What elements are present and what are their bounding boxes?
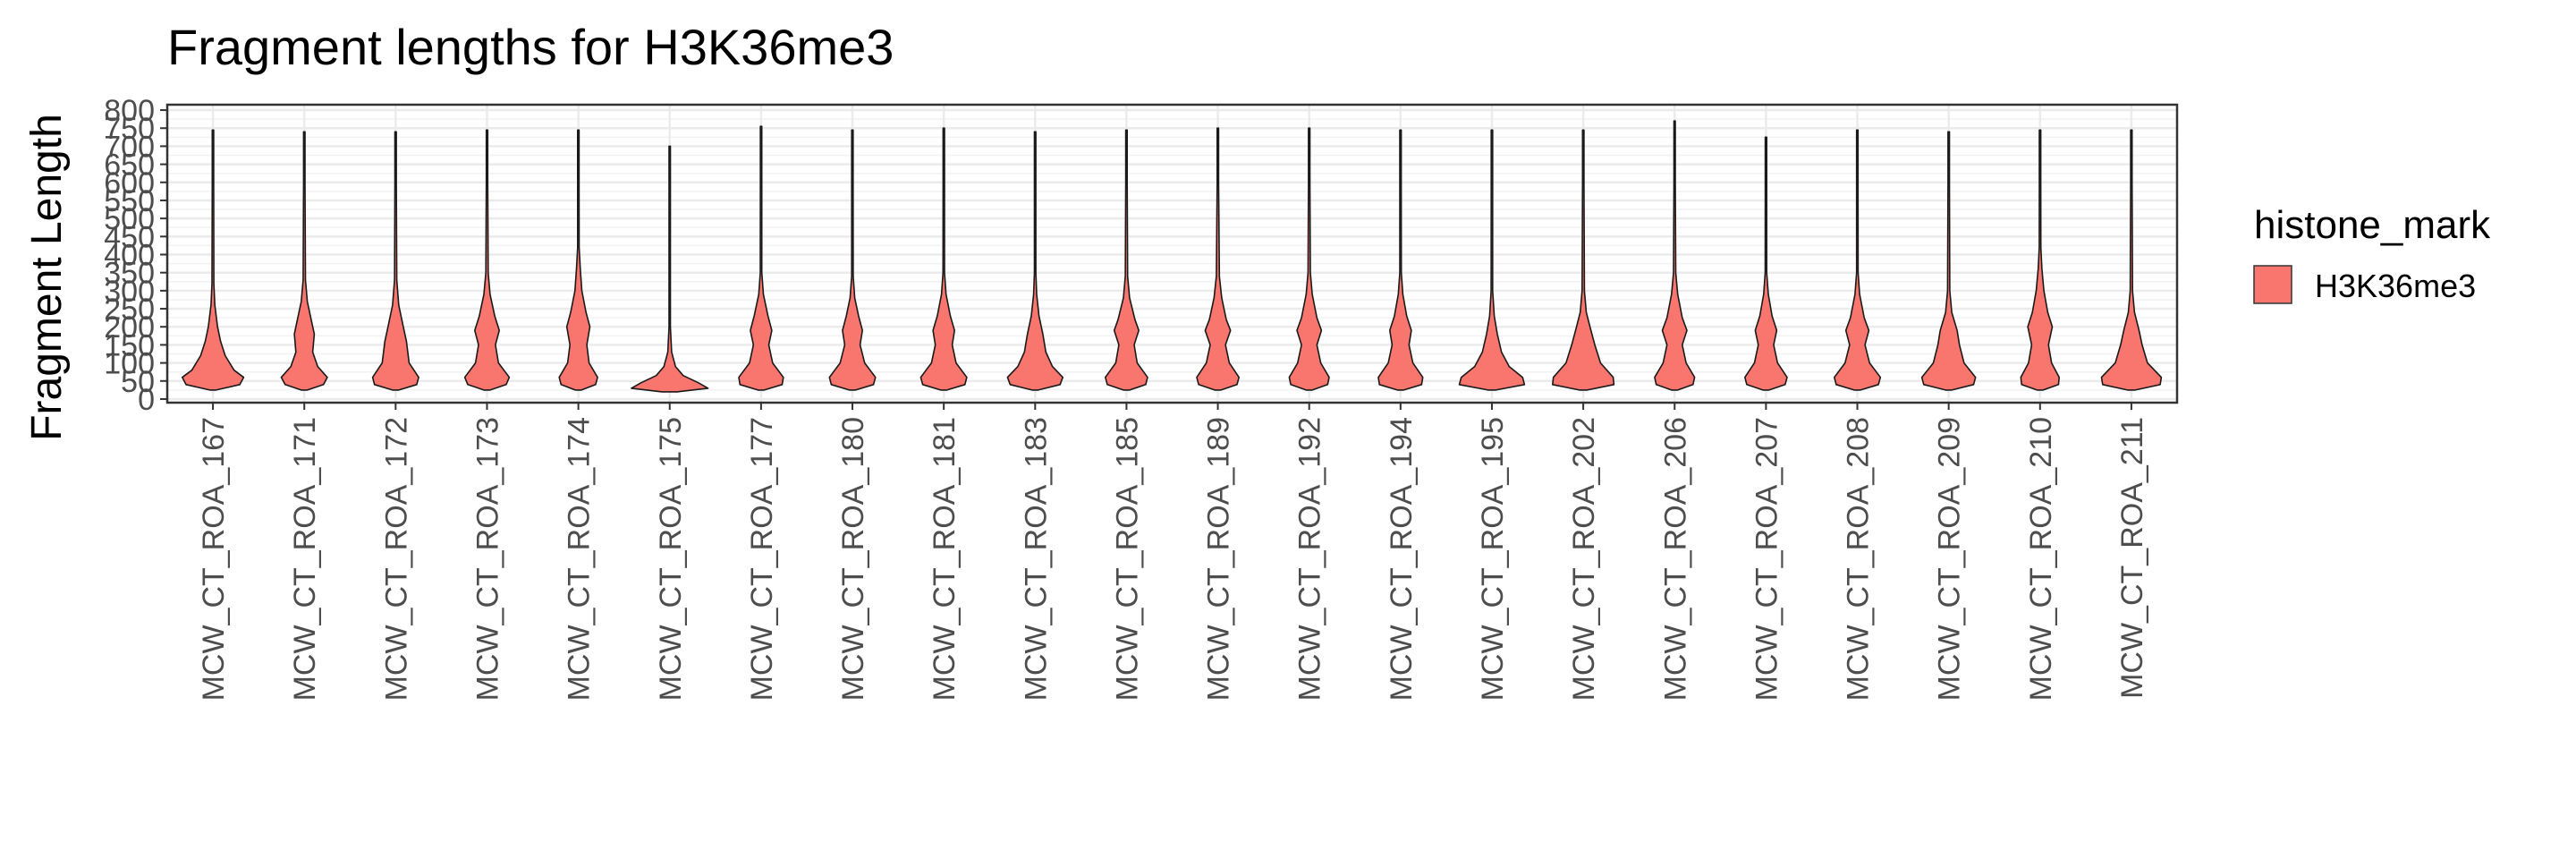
- y-tick-label: 350: [104, 257, 155, 291]
- x-tick-label: MCW_CT_ROA_210: [2024, 417, 2058, 701]
- x-tick-label: MCW_CT_ROA_174: [563, 417, 597, 701]
- violin-MCW_CT_ROA_181: [919, 127, 968, 391]
- violin-MCW_CT_ROA_202: [1552, 129, 1615, 391]
- violin-MCW_CT_ROA_211: [2100, 129, 2163, 391]
- y-tick-label: 500: [104, 202, 155, 236]
- x-tick-label: MCW_CT_ROA_175: [654, 417, 688, 701]
- x-tick-label: MCW_CT_ROA_208: [1842, 417, 1876, 701]
- x-tick-label: MCW_CT_ROA_172: [379, 417, 413, 701]
- y-axis-title: Fragment Length: [23, 114, 71, 441]
- y-tick-label: 300: [104, 275, 155, 309]
- y-tick-label: 150: [104, 328, 155, 362]
- y-tick-label: 800: [104, 94, 155, 128]
- x-tick-label: MCW_CT_ROA_202: [1567, 417, 1601, 701]
- legend-key-swatch: [2253, 265, 2292, 304]
- violin-MCW_CT_ROA_174: [558, 129, 598, 391]
- legend-label-h3k36me3: H3K36me3: [2315, 268, 2476, 304]
- chart-title: Fragment lengths for H3K36me3: [167, 19, 894, 75]
- violin-MCW_CT_ROA_210: [2020, 129, 2060, 391]
- y-tick-label: 550: [104, 184, 155, 218]
- violin-MCW_CT_ROA_192: [1288, 127, 1330, 391]
- x-tick-label: MCW_CT_ROA_211: [2115, 417, 2149, 699]
- x-tick-label: MCW_CT_ROA_180: [836, 417, 870, 701]
- violin-MCW_CT_ROA_183: [1006, 131, 1063, 391]
- y-tick-label: 450: [104, 220, 155, 254]
- violin-MCW_CT_ROA_171: [280, 131, 328, 391]
- violin-MCW_CT_ROA_175: [631, 145, 709, 393]
- y-tick-label: 250: [104, 293, 155, 327]
- y-tick-label: 400: [104, 239, 155, 273]
- x-axis: MCW_CT_ROA_167 MCW_CT_ROA_171 MCW_CT_ROA_1…: [197, 403, 2149, 701]
- x-tick-label: MCW_CT_ROA_167: [197, 417, 231, 701]
- y-tick-label: 750: [104, 112, 155, 146]
- y-tick-label: 200: [104, 310, 155, 344]
- x-tick-label: MCW_CT_ROA_177: [745, 417, 779, 701]
- violins: [182, 120, 2163, 393]
- violin-MCW_CT_ROA_189: [1196, 127, 1240, 391]
- x-tick-label: MCW_CT_ROA_183: [1019, 417, 1053, 701]
- legend-title: histone_mark: [2254, 203, 2491, 247]
- x-tick-label: MCW_CT_ROA_209: [1933, 417, 1967, 701]
- violin-MCW_CT_ROA_167: [182, 129, 245, 391]
- x-tick-label: MCW_CT_ROA_181: [928, 417, 962, 701]
- y-tick-label: 100: [104, 347, 155, 381]
- violin-MCW_CT_ROA_207: [1744, 136, 1788, 391]
- x-tick-label: MCW_CT_ROA_207: [1750, 417, 1784, 701]
- violin-MCW_CT_ROA_208: [1834, 129, 1882, 391]
- x-tick-label: MCW_CT_ROA_206: [1658, 417, 1692, 701]
- violin-MCW_CT_ROA_173: [463, 129, 511, 391]
- violin-MCW_CT_ROA_172: [371, 131, 419, 391]
- y-tick-label: 0: [138, 383, 155, 417]
- violin-MCW_CT_ROA_206: [1654, 120, 1696, 391]
- x-tick-label: MCW_CT_ROA_173: [470, 417, 504, 701]
- x-tick-label: MCW_CT_ROA_185: [1110, 417, 1144, 701]
- x-tick-label: MCW_CT_ROA_192: [1293, 417, 1327, 701]
- y-axis: 0501001502002503003504004505005506006507…: [104, 94, 167, 417]
- plot-border: [165, 103, 2179, 404]
- legend: histone_mark H3K36me3: [2253, 203, 2491, 304]
- y-tick-label: 600: [104, 166, 155, 200]
- x-tick-label: MCW_CT_ROA_195: [1476, 417, 1510, 701]
- x-tick-label: MCW_CT_ROA_189: [1202, 417, 1236, 701]
- violin-MCW_CT_ROA_180: [828, 129, 877, 391]
- violin-MCW_CT_ROA_185: [1105, 129, 1148, 391]
- y-tick-label: 700: [104, 130, 155, 164]
- violin-MCW_CT_ROA_209: [1920, 131, 1977, 391]
- grid-lines: [167, 105, 2177, 403]
- x-tick-label: MCW_CT_ROA_171: [288, 417, 322, 701]
- violin-MCW_CT_ROA_177: [738, 125, 784, 391]
- x-tick-label: MCW_CT_ROA_194: [1385, 417, 1419, 701]
- y-tick-label: 50: [121, 365, 155, 399]
- violin-MCW_CT_ROA_195: [1458, 129, 1526, 391]
- y-tick-label: 650: [104, 149, 155, 183]
- violin-MCW_CT_ROA_194: [1377, 129, 1424, 391]
